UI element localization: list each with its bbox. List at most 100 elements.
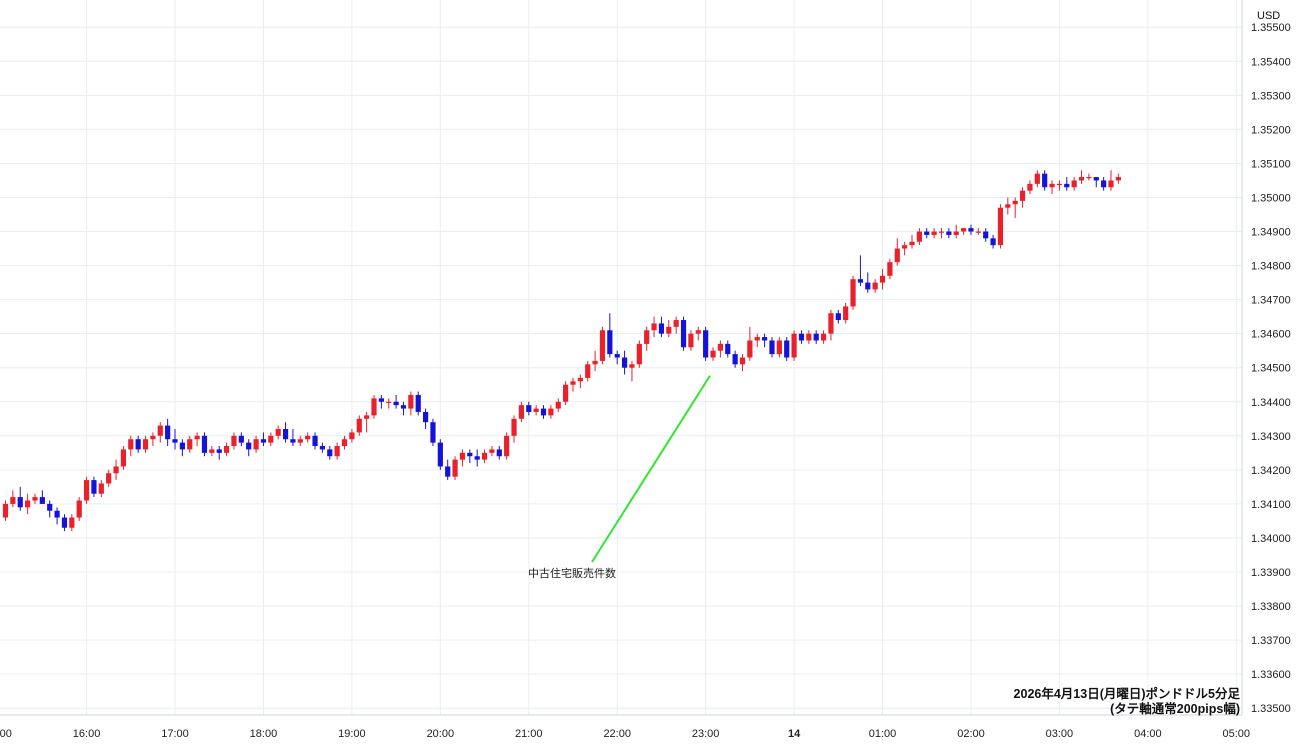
- candle: [658, 316, 665, 338]
- candle-body: [946, 231, 952, 235]
- candle: [703, 326, 709, 361]
- candle-body: [1101, 180, 1107, 188]
- candle-body: [496, 449, 502, 457]
- candle-body: [511, 418, 517, 436]
- candle: [496, 446, 502, 460]
- candle: [459, 449, 466, 467]
- candle-body: [1027, 183, 1033, 191]
- price-axis-panel: [1243, 0, 1300, 745]
- candle: [260, 432, 267, 447]
- candle: [349, 429, 355, 443]
- candle-body: [120, 449, 127, 467]
- time-tick-label: 18:00: [250, 728, 278, 740]
- candle: [157, 422, 163, 443]
- candle-body: [10, 497, 16, 504]
- candle: [216, 446, 222, 460]
- price-tick-labels: 1.35500 1.35400 1.35300 1.35200 1.35100 1.350…: [1251, 22, 1291, 715]
- candle: [563, 381, 569, 406]
- candle-body: [857, 279, 864, 283]
- candle: [725, 340, 731, 358]
- candle-body: [474, 456, 480, 460]
- candle: [165, 418, 171, 447]
- candle-body: [1064, 183, 1070, 188]
- time-tick-label: 04:00: [1134, 728, 1162, 740]
- candle-body: [953, 231, 959, 235]
- candle: [69, 514, 75, 532]
- candle-body: [548, 408, 554, 416]
- candle-body: [341, 439, 348, 447]
- candle: [909, 234, 915, 249]
- candle: [997, 204, 1004, 249]
- price-tick-label: 1.33600: [1251, 669, 1291, 681]
- candle: [319, 442, 326, 453]
- candle-body: [555, 401, 561, 409]
- candle-body: [931, 231, 937, 235]
- candle: [1056, 180, 1063, 191]
- candle: [695, 326, 701, 341]
- candle: [968, 224, 974, 235]
- time-tick-label: 01:00: [869, 728, 897, 740]
- candle-body: [533, 408, 539, 412]
- candle-body: [990, 238, 996, 246]
- candle: [1115, 173, 1121, 184]
- candle-body: [673, 320, 679, 327]
- candle: [533, 405, 539, 416]
- candle-body: [319, 446, 326, 450]
- candle: [540, 405, 547, 419]
- price-tick-label: 1.34800: [1251, 261, 1291, 273]
- candle: [570, 377, 576, 392]
- candle-body: [717, 343, 723, 351]
- candle: [91, 476, 97, 498]
- candle-body: [806, 333, 812, 341]
- candle-body: [887, 262, 893, 276]
- price-tick-label: 1.35000: [1251, 192, 1291, 204]
- candle: [231, 432, 237, 450]
- candle-body: [850, 279, 856, 307]
- candle: [246, 439, 252, 457]
- candle: [843, 303, 849, 324]
- candle-body: [902, 245, 908, 249]
- candle: [865, 272, 871, 293]
- candle-body: [364, 415, 370, 419]
- candle-body: [695, 330, 701, 334]
- candle: [902, 241, 908, 256]
- candle: [371, 394, 377, 419]
- candle-body: [577, 377, 583, 382]
- candle: [592, 350, 598, 372]
- price-tick-label: 1.33700: [1251, 635, 1291, 647]
- candle-body: [526, 405, 532, 412]
- candle-body: [327, 449, 333, 457]
- candle: [408, 391, 414, 416]
- candle: [39, 490, 45, 504]
- candle: [187, 435, 193, 453]
- candle-body: [769, 340, 775, 355]
- candle-body: [784, 340, 790, 358]
- candle: [894, 238, 900, 266]
- candle-body: [1056, 183, 1063, 186]
- candle-body: [658, 323, 665, 334]
- candle-body: [32, 497, 38, 501]
- candle-body: [489, 449, 495, 453]
- candle: [762, 333, 768, 348]
- candle: [1086, 173, 1092, 181]
- candle: [437, 439, 443, 470]
- candle-body: [820, 333, 827, 341]
- candle-body: [518, 405, 524, 419]
- candle-body: [430, 422, 436, 443]
- price-tick-label: 1.34300: [1251, 431, 1291, 443]
- candle: [61, 514, 68, 532]
- candle: [710, 347, 716, 361]
- candle: [614, 350, 620, 365]
- candle: [364, 411, 370, 433]
- candle-body: [776, 340, 782, 355]
- candle-body: [260, 439, 267, 443]
- candle-body: [349, 432, 355, 440]
- candle: [76, 497, 82, 521]
- candle-body: [47, 503, 53, 511]
- candle-body: [113, 466, 119, 474]
- candle-body: [61, 517, 68, 528]
- candle-body: [445, 466, 451, 477]
- candle-body: [540, 408, 547, 416]
- candle-body: [843, 306, 849, 321]
